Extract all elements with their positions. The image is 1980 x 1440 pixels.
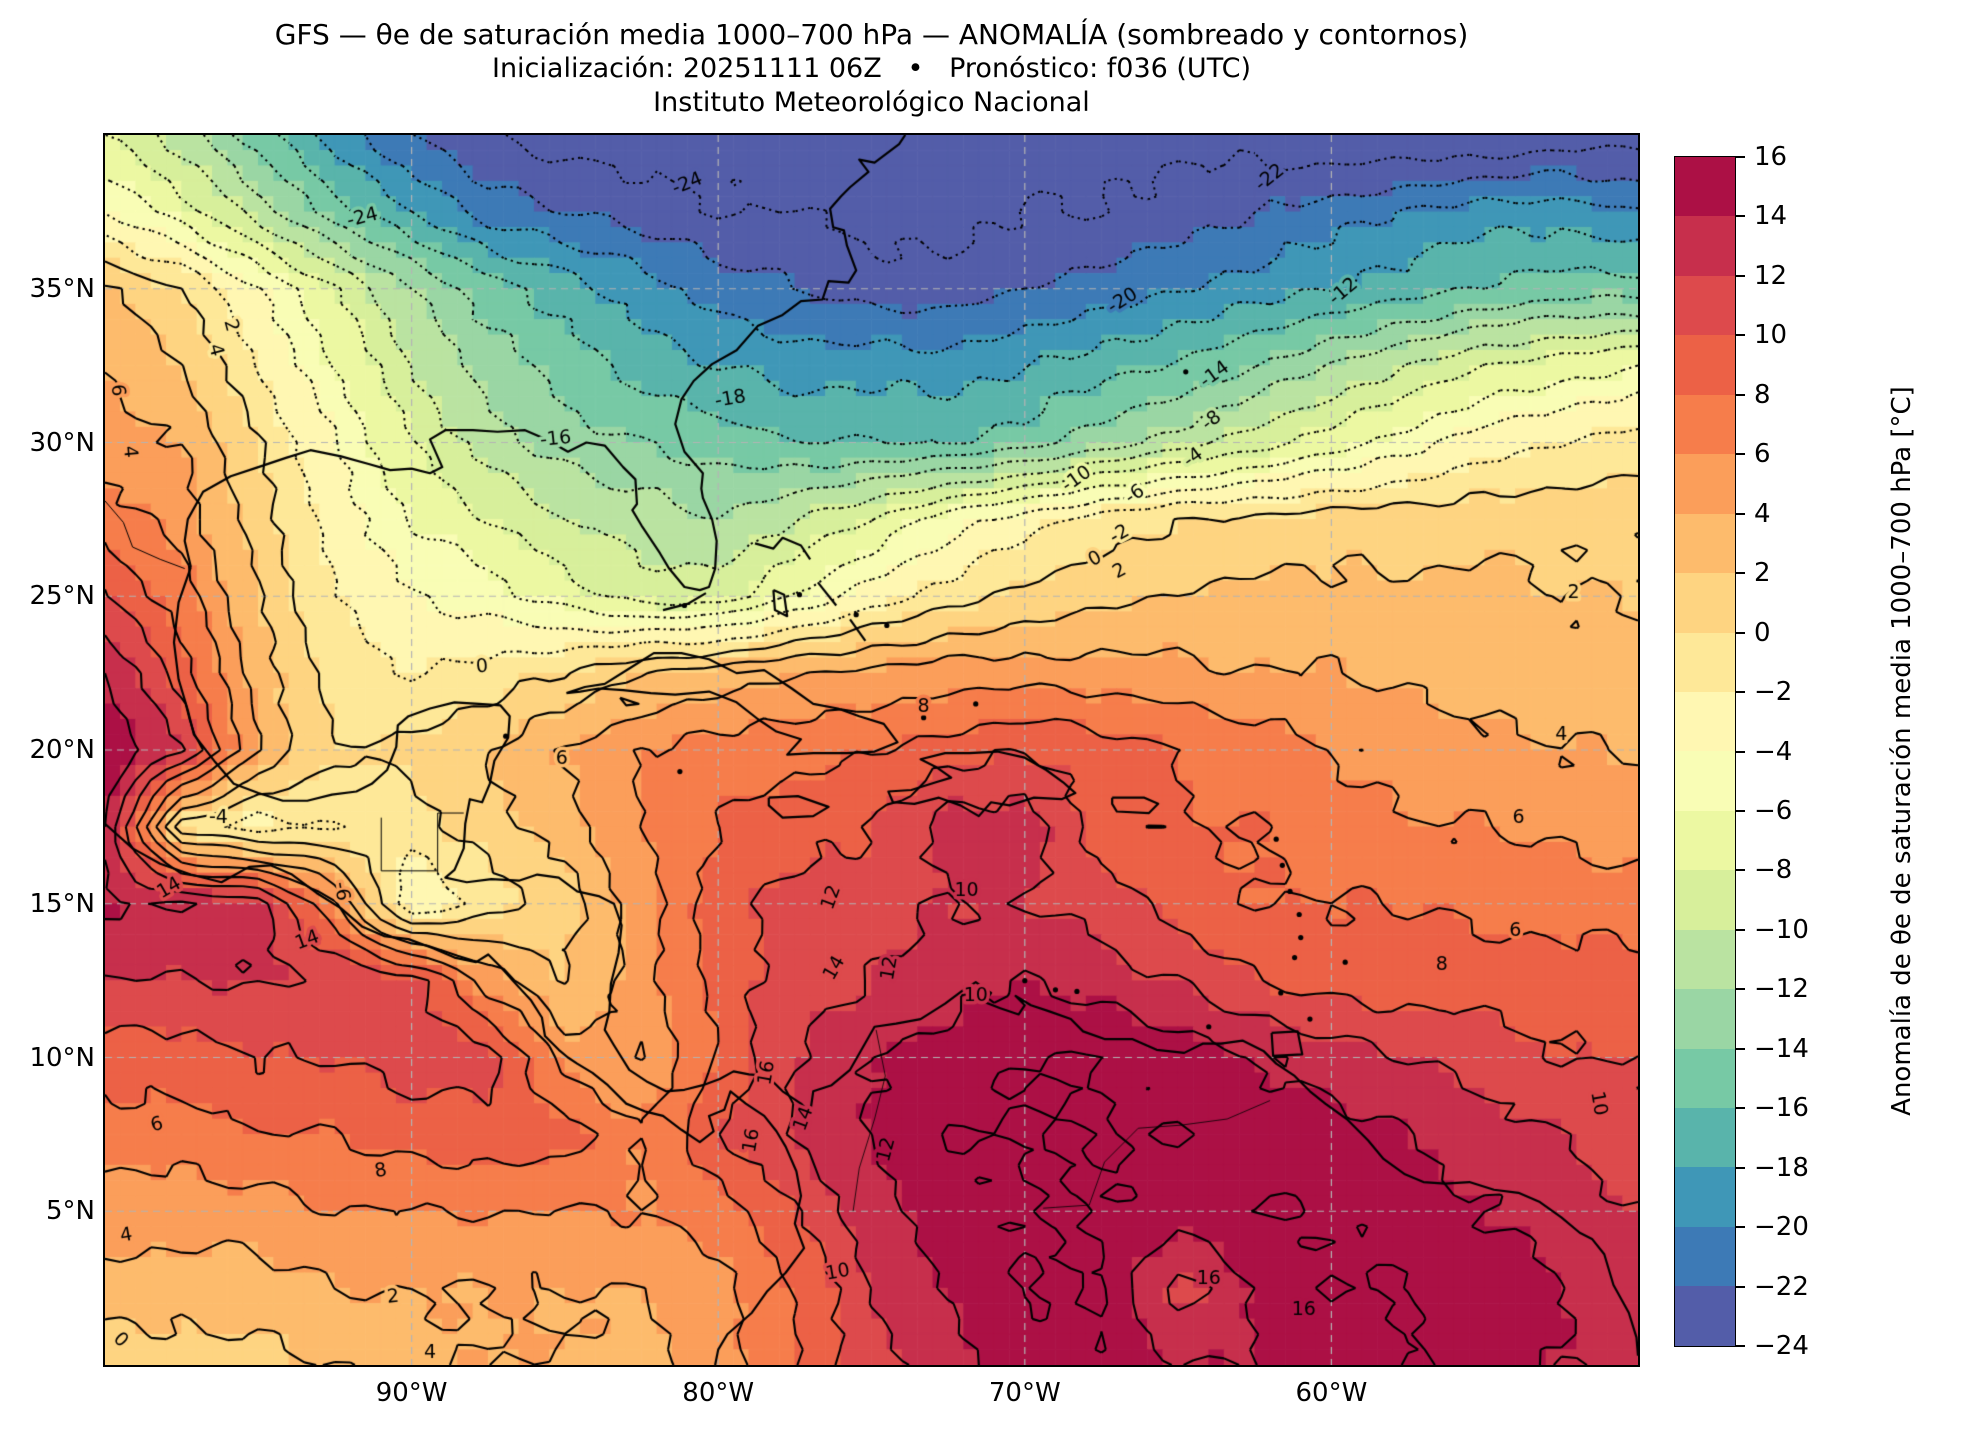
colorbar-tick-mark <box>1736 928 1745 931</box>
colorbar-tick-label: −4 <box>1754 736 1793 767</box>
colorbar-tick-label: −22 <box>1754 1271 1809 1302</box>
colorbar-swatch <box>1675 1108 1735 1168</box>
colorbar-tick-label: −24 <box>1754 1331 1809 1361</box>
colorbar-tick-mark <box>1736 1166 1745 1169</box>
colorbar-swatch <box>1675 513 1735 574</box>
institution-name: Instituto Meteorológico Nacional <box>653 87 1090 118</box>
colorbar-tick-label: −10 <box>1754 914 1809 945</box>
colorbar-swatch <box>1675 929 1735 990</box>
colorbar-swatch <box>1675 691 1735 752</box>
colorbar-tick-label: 8 <box>1754 379 1771 410</box>
colorbar-tick-mark <box>1736 631 1745 634</box>
colorbar-swatch <box>1675 632 1735 692</box>
colorbar <box>1674 156 1736 1347</box>
colorbar-swatch <box>1675 751 1735 811</box>
colorbar-tick-label: 6 <box>1754 439 1771 470</box>
colorbar-tick-mark <box>1736 750 1745 753</box>
colorbar-swatch <box>1675 573 1735 633</box>
colorbar-tick-label: −14 <box>1754 1033 1809 1064</box>
colorbar-tick-label: 4 <box>1754 498 1771 529</box>
y-tick-label: 20°N <box>29 735 95 765</box>
x-tick-label: 90°W <box>375 1378 448 1408</box>
colorbar-tick-mark <box>1736 1345 1745 1347</box>
colorbar-swatch <box>1675 810 1735 871</box>
chart-title: GFS — θe de saturación media 1000–700 hP… <box>274 18 1469 51</box>
colorbar-tick-mark <box>1736 691 1745 694</box>
map-plot-area <box>103 133 1640 1367</box>
y-tick-label: 10°N <box>29 1042 95 1073</box>
colorbar-tick-mark <box>1736 572 1745 575</box>
colorbar-tick-label: −20 <box>1754 1212 1809 1243</box>
colorbar-tick-mark <box>1736 869 1745 872</box>
colorbar-tick-mark <box>1736 274 1745 277</box>
colorbar-tick-mark <box>1736 156 1745 158</box>
colorbar-swatch <box>1675 216 1735 276</box>
colorbar-swatch <box>1675 870 1735 930</box>
colorbar-tick-label: 16 <box>1754 142 1788 172</box>
y-tick-label: 5°N <box>46 1196 95 1227</box>
colorbar-swatch <box>1675 157 1735 217</box>
colorbar-swatch <box>1675 1286 1735 1346</box>
colorbar-tick-mark <box>1736 334 1745 337</box>
title-block: GFS — θe de saturación media 1000–700 hP… <box>105 18 1638 120</box>
colorbar-tick-mark <box>1736 1285 1745 1288</box>
colorbar-swatch <box>1675 454 1735 514</box>
colorbar-tick-label: 10 <box>1754 320 1788 351</box>
colorbar-tick-mark <box>1736 1107 1745 1110</box>
colorbar-swatch <box>1675 1167 1735 1227</box>
colorbar-tick-label: 14 <box>1754 201 1788 232</box>
colorbar-tick-label: −2 <box>1754 677 1793 708</box>
colorbar-tick-mark <box>1736 1226 1745 1229</box>
colorbar-tick-label: −18 <box>1754 1152 1809 1183</box>
x-tick-label: 80°W <box>682 1378 755 1408</box>
colorbar-swatch <box>1675 1226 1735 1287</box>
map-canvas <box>105 135 1638 1365</box>
colorbar-swatch <box>1675 394 1735 455</box>
x-tick-label: 60°W <box>1295 1378 1368 1408</box>
colorbar-tick-label: 2 <box>1754 558 1771 589</box>
y-tick-label: 25°N <box>29 581 95 612</box>
chart-subtitle: Inicialización: 20251111 06Z • Pronóstic… <box>491 53 1251 84</box>
y-tick-label: 35°N <box>29 273 95 304</box>
colorbar-tick-label: 0 <box>1754 617 1771 648</box>
y-tick-label: 30°N <box>29 427 95 458</box>
colorbar-tick-mark <box>1736 453 1745 456</box>
x-tick-label: 70°W <box>988 1378 1061 1408</box>
colorbar-tick-label: −6 <box>1754 795 1793 826</box>
colorbar-tick-label: 12 <box>1754 260 1788 291</box>
colorbar-swatch <box>1675 275 1735 336</box>
colorbar-label: Anomalía de θe de saturación media 1000–… <box>1887 386 1917 1116</box>
colorbar-tick-mark <box>1736 215 1745 218</box>
colorbar-tick-mark <box>1736 512 1745 515</box>
colorbar-tick-label: −16 <box>1754 1093 1809 1124</box>
y-tick-label: 15°N <box>29 888 95 919</box>
colorbar-swatch <box>1675 335 1735 395</box>
colorbar-swatch <box>1675 989 1735 1049</box>
colorbar-swatch <box>1675 1048 1735 1108</box>
colorbar-tick-mark <box>1736 809 1745 812</box>
colorbar-tick-mark <box>1736 393 1745 396</box>
colorbar-tick-label: −12 <box>1754 974 1809 1005</box>
colorbar-tick-mark <box>1736 988 1745 991</box>
colorbar-tick-label: −8 <box>1754 855 1793 886</box>
colorbar-tick-mark <box>1736 1047 1745 1050</box>
